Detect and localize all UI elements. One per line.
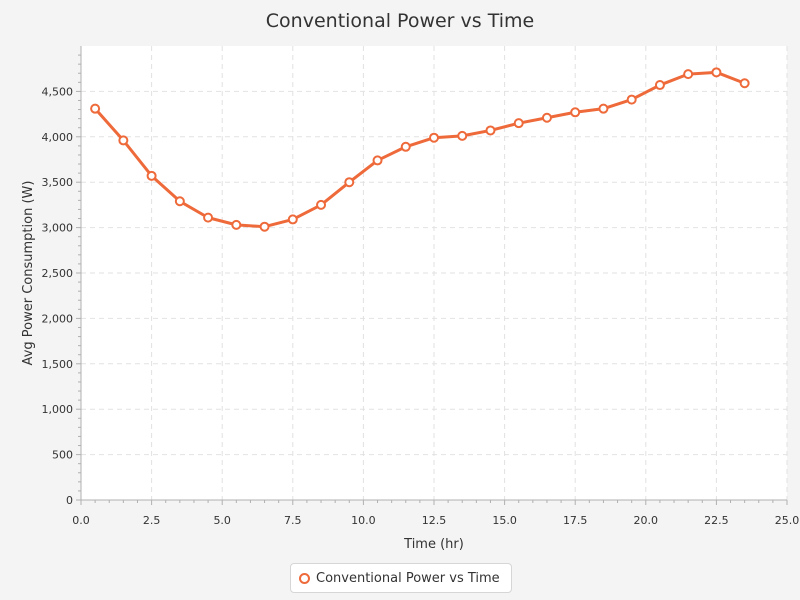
x-tick-label: 15.0 (492, 514, 517, 527)
data-point (513, 118, 524, 129)
data-point (626, 94, 637, 105)
x-tick-label: 25.0 (775, 514, 800, 527)
x-tick-label: 2.5 (143, 514, 161, 527)
data-point (146, 170, 157, 181)
y-tick-label: 0 (66, 494, 73, 507)
y-tick-label: 2,000 (42, 312, 74, 325)
legend-series-marker-icon (299, 572, 310, 584)
y-tick-label: 3,000 (42, 222, 74, 235)
data-point (683, 69, 694, 80)
chart-title: Conventional Power vs Time (266, 10, 534, 32)
y-tick-label: 4,000 (42, 131, 74, 144)
y-tick-label: 2,500 (42, 267, 74, 280)
data-point (654, 80, 665, 91)
data-point (174, 196, 185, 207)
x-tick-label: 17.5 (563, 514, 588, 527)
data-point (118, 135, 129, 146)
data-point (429, 132, 439, 143)
data-point (316, 199, 327, 210)
y-tick-label: 1,000 (42, 403, 74, 416)
series-line-group (90, 67, 750, 232)
data-point (711, 67, 722, 78)
data-point (541, 112, 552, 123)
y-tick-label: 3,500 (42, 176, 74, 189)
x-tick-label: 20.0 (634, 514, 659, 527)
x-tick-label: 22.5 (704, 514, 729, 527)
data-point (231, 219, 242, 230)
data-point (739, 78, 750, 89)
line-chart: Conventional Power vs Time 0.0 2.5 5.0 7.5 1… (21, 10, 800, 552)
x-tick-label: 5.0 (213, 514, 231, 527)
axes (76, 46, 788, 505)
data-point (90, 103, 101, 114)
data-point (457, 130, 468, 141)
x-tick-label: 7.5 (284, 514, 302, 527)
data-point (344, 177, 355, 188)
tick-labels: 0.0 2.5 5.0 7.5 10.0 12.5 15.0 17.5 20.0 22.5 25.0… (42, 85, 800, 527)
data-point (287, 214, 298, 225)
data-point (400, 141, 411, 152)
x-tick-label: 12.5 (422, 514, 447, 527)
y-tick-label: 500 (52, 449, 73, 462)
grid-lines (81, 46, 788, 500)
series-line (93, 70, 747, 229)
legend-series-label: Conventional Power vs Time (316, 570, 500, 586)
y-axis-label: Avg Power Consumption (W) (21, 181, 36, 366)
x-tick-label: 0.0 (72, 514, 90, 527)
legend: Conventional Power vs Time (290, 563, 512, 593)
y-tick-label: 1,500 (42, 358, 74, 371)
y-tick-label: 4,500 (42, 85, 74, 98)
data-point (203, 212, 214, 223)
x-tick-label: 10.0 (351, 514, 376, 527)
data-point (372, 155, 383, 166)
data-point (570, 107, 581, 118)
data-point (259, 221, 270, 232)
data-point (485, 125, 496, 136)
data-point (598, 103, 609, 114)
x-axis-label: Time (hr) (403, 537, 464, 552)
